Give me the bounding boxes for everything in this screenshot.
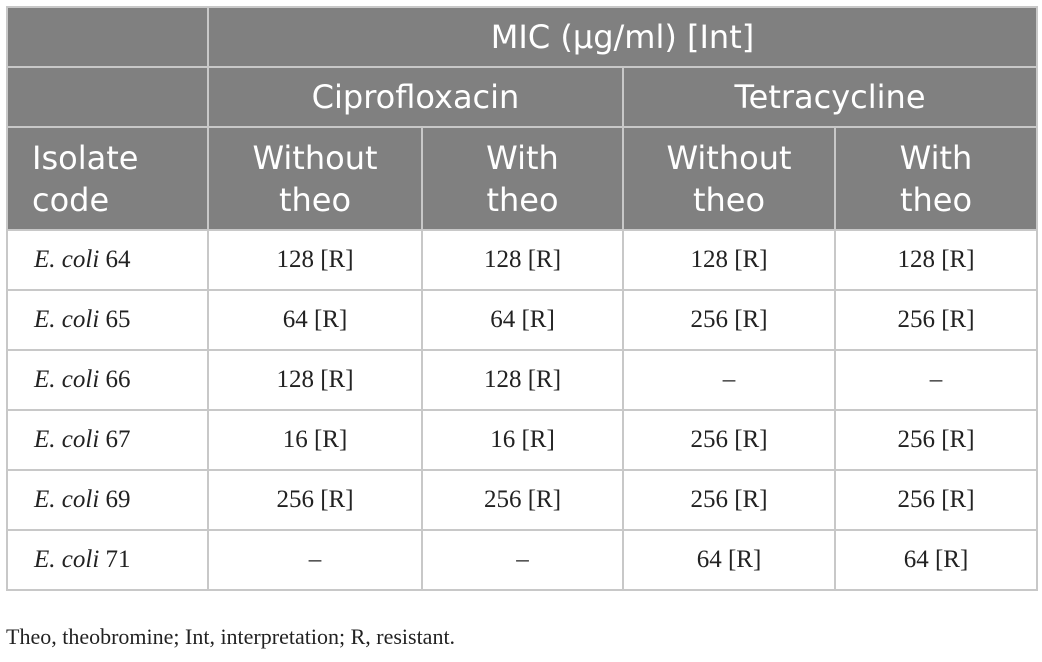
header-cell: With theo	[421, 126, 624, 231]
mic-cell: 256 [R]	[833, 469, 1039, 531]
species: E. coli	[34, 366, 100, 393]
mic-cell: 256 [R]	[622, 289, 836, 351]
isolate-number: 66	[105, 366, 131, 393]
condition-header: Without theo	[666, 138, 792, 219]
mic-table: MIC (μg/ml) [Int] Ciprofloxacin Tetracyc…	[6, 6, 1039, 591]
header-cell	[6, 6, 209, 68]
table-header: MIC (μg/ml) [Int] Ciprofloxacin Tetracyc…	[6, 6, 1039, 231]
isolate-cell: E. coli 69	[6, 469, 209, 531]
body-row: E. coli 64 128 [R] 128 [R] 128 [R] 128 [R]	[6, 229, 1039, 291]
isolate-header: Isolate code	[32, 138, 139, 219]
isolate-cell: E. coli 66	[6, 349, 209, 411]
isolate-number: 64	[105, 246, 131, 273]
mic-cell: 128 [R]	[421, 229, 624, 291]
body-row: E. coli 65 64 [R] 64 [R] 256 [R] 256 [R]	[6, 289, 1039, 351]
mic-cell: 16 [R]	[207, 409, 423, 471]
header-row: Isolate code Without theo With theo With…	[6, 126, 1039, 231]
species: E. coli	[34, 426, 100, 453]
mic-cell: 128 [R]	[421, 349, 624, 411]
mic-cell: –	[207, 529, 423, 591]
isolate-cell: E. coli 64	[6, 229, 209, 291]
mic-cell: 64 [R]	[207, 289, 423, 351]
condition-header: Without theo	[252, 138, 378, 219]
table-body: E. coli 64 128 [R] 128 [R] 128 [R] 128 [R] E. …	[6, 229, 1039, 591]
drug-header: Ciprofloxacin	[207, 66, 624, 128]
isolate-number: 71	[105, 546, 131, 573]
mic-cell: 256 [R]	[622, 469, 836, 531]
species: E. coli	[34, 546, 100, 573]
condition-header: With theo	[899, 138, 973, 219]
group-header: MIC (μg/ml) [Int]	[206, 6, 1039, 68]
mic-cell: 128 [R]	[833, 229, 1039, 291]
header-cell	[6, 66, 209, 128]
mic-cell: 256 [R]	[207, 469, 423, 531]
body-row: E. coli 67 16 [R] 16 [R] 256 [R] 256 [R]	[6, 409, 1039, 471]
mic-cell: –	[421, 529, 624, 591]
isolate-number: 69	[105, 486, 131, 513]
mic-cell: 64 [R]	[421, 289, 624, 351]
body-row: E. coli 69 256 [R] 256 [R] 256 [R] 256 [R]	[6, 469, 1039, 531]
mic-cell: 256 [R]	[421, 469, 624, 531]
footnote: Theo, theobromine; Int, interpretation; …	[6, 624, 456, 649]
mic-cell: 256 [R]	[833, 409, 1039, 471]
body-row: E. coli 66 128 [R] 128 [R] – –	[6, 349, 1039, 411]
mic-cell: 128 [R]	[622, 229, 836, 291]
header-cell: Without theo	[622, 126, 836, 231]
species: E. coli	[34, 306, 100, 333]
mic-cell: 256 [R]	[622, 409, 836, 471]
header-cell: Isolate code	[6, 126, 209, 231]
mic-cell: –	[622, 349, 836, 411]
isolate-number: 65	[105, 306, 131, 333]
body-row: E. coli 71– –64 [R] 64 [R]	[6, 529, 1039, 591]
header-row: MIC (μg/ml) [Int]	[6, 6, 1039, 68]
mic-cell: 256 [R]	[833, 289, 1039, 351]
mic-cell: 128 [R]	[207, 349, 423, 411]
mic-cell: 128 [R]	[207, 229, 423, 291]
isolate-cell: E. coli 71	[6, 529, 209, 591]
mic-cell: 64 [R]	[833, 529, 1039, 591]
species: E. coli	[34, 486, 100, 513]
isolate-cell: E. coli 65	[6, 289, 209, 351]
condition-header: With theo	[486, 138, 559, 219]
isolate-cell: E. coli 67	[6, 409, 209, 471]
header-cell: With theo	[833, 126, 1039, 231]
mic-cell: 16 [R]	[421, 409, 624, 471]
isolate-number: 67	[105, 426, 131, 453]
header-row: Ciprofloxacin Tetracycline	[6, 66, 1039, 128]
mic-cell: –	[833, 349, 1039, 411]
header-cell: Without theo	[207, 126, 423, 231]
species: E. coli	[34, 246, 100, 273]
mic-cell: 64 [R]	[622, 529, 836, 591]
drug-header: Tetracycline	[621, 66, 1039, 128]
